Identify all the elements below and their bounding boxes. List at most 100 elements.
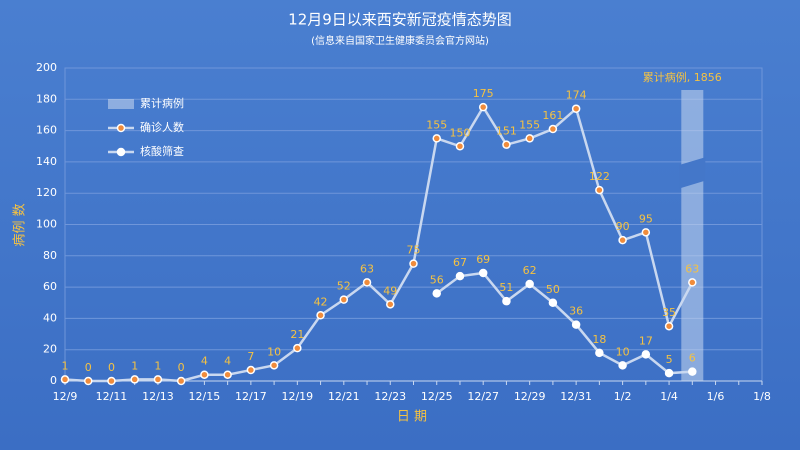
data-label: 36 (569, 305, 583, 318)
point (386, 300, 395, 309)
data-label: 155 (519, 118, 540, 131)
point (107, 376, 116, 386)
data-label: 5 (666, 353, 673, 366)
data-label: 150 (449, 126, 470, 139)
point (571, 320, 581, 329)
bar (681, 90, 704, 381)
x-tick-label: 1/8 (753, 390, 771, 403)
point (362, 278, 372, 287)
x-tick-label: 12/15 (189, 390, 221, 403)
data-label: 21 (290, 328, 304, 341)
y-tick-label: 140 (36, 155, 57, 168)
point (339, 295, 349, 304)
y-tick-label: 60 (43, 280, 57, 293)
x-tick-label: 12/23 (374, 390, 406, 403)
legend-marker (116, 147, 126, 157)
legend-marker (116, 123, 126, 133)
x-tick-label: 12/31 (560, 390, 592, 403)
line (64, 104, 694, 383)
point (455, 271, 465, 281)
point (153, 375, 163, 384)
x-tick-label: 12/13 (142, 390, 174, 403)
point (432, 289, 441, 298)
legend-swatch (108, 99, 134, 109)
x-tick-label: 1/4 (660, 390, 678, 403)
x-tick-label: 1/2 (614, 390, 632, 403)
point (595, 185, 604, 195)
x-tick-label: 1/6 (707, 390, 725, 403)
point (455, 142, 465, 151)
axis-break (679, 157, 706, 189)
y-tick-label: 40 (43, 311, 57, 324)
data-label: 175 (473, 87, 494, 100)
point (548, 298, 558, 307)
legend-label: 确诊人数 (140, 120, 184, 134)
data-label: 1 (62, 359, 69, 372)
data-label: 10 (267, 345, 281, 358)
data-label: 49 (383, 284, 397, 297)
point (664, 321, 674, 331)
x-axis-label: 日 期 (397, 410, 427, 425)
data-label: 10 (616, 345, 630, 358)
point (316, 311, 325, 320)
y-tick-label: 80 (43, 249, 57, 262)
x-tick-label: 12/17 (235, 390, 267, 403)
y-tick-label: 120 (36, 186, 57, 199)
y-tick-label: 200 (36, 61, 57, 74)
x-tick-label: 12/25 (421, 390, 453, 403)
data-label: 7 (247, 350, 254, 363)
point (478, 102, 488, 112)
point (641, 350, 651, 359)
legend-label: 核酸筛查 (140, 144, 184, 158)
data-label: 42 (314, 295, 328, 308)
x-tick-label: 12/21 (328, 390, 360, 403)
point (246, 365, 256, 375)
chart-title: 12月9日以来西安新冠疫情态势图 (288, 11, 512, 29)
data-label: 4 (224, 355, 231, 368)
point (478, 268, 488, 278)
data-label: 90 (616, 220, 630, 233)
point (548, 124, 558, 134)
data-label: 75 (407, 244, 421, 257)
data-label: 51 (499, 281, 513, 294)
data-label: 63 (685, 262, 699, 275)
data-label: 1 (131, 359, 138, 372)
y-tick-label: 0 (50, 374, 57, 387)
data-label: 161 (542, 109, 563, 122)
data-label: 6 (689, 352, 696, 365)
x-tick-label: 12/29 (514, 390, 546, 403)
point (688, 278, 697, 287)
y-tick-label: 160 (36, 124, 57, 137)
data-label: 155 (426, 118, 447, 131)
point (432, 134, 441, 143)
y-tick-label: 180 (36, 92, 57, 105)
data-label: 122 (589, 170, 610, 183)
point (293, 343, 302, 353)
point (502, 296, 511, 306)
point (60, 375, 70, 384)
data-label: 18 (592, 333, 606, 346)
bar-label: 累计病例, 1856 (643, 70, 722, 84)
point (571, 104, 581, 113)
y-tick-label: 100 (36, 218, 57, 231)
data-label: 0 (178, 361, 185, 374)
point (130, 375, 139, 384)
point (595, 348, 604, 358)
point (525, 134, 534, 143)
point (223, 370, 232, 379)
x-tick-label: 12/19 (281, 390, 313, 403)
data-label: 50 (546, 283, 560, 296)
data-label: 52 (337, 280, 351, 293)
data-label: 0 (108, 361, 115, 374)
data-label: 67 (453, 256, 467, 269)
point (269, 361, 279, 370)
point (664, 368, 674, 378)
point (525, 279, 534, 289)
y-tick-label: 20 (43, 343, 57, 356)
point (502, 140, 511, 149)
point (83, 376, 93, 386)
point (688, 367, 697, 376)
data-label: 1 (154, 359, 161, 372)
data-label: 95 (639, 212, 653, 225)
